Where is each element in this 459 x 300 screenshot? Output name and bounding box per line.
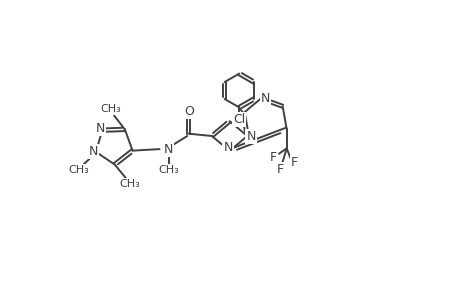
Text: F: F xyxy=(269,151,276,164)
Text: N: N xyxy=(164,142,173,156)
Text: CH₃: CH₃ xyxy=(68,165,89,175)
Text: F: F xyxy=(276,164,284,176)
Text: CH₃: CH₃ xyxy=(158,165,179,175)
Text: N: N xyxy=(246,130,255,142)
Text: CH₃: CH₃ xyxy=(101,104,121,114)
Text: N: N xyxy=(223,140,232,154)
Text: N: N xyxy=(89,146,98,158)
Text: CH₃: CH₃ xyxy=(119,179,140,189)
Text: O: O xyxy=(184,105,193,118)
Text: Cl: Cl xyxy=(233,113,245,126)
Text: N: N xyxy=(96,122,105,135)
Text: F: F xyxy=(290,156,297,169)
Text: N: N xyxy=(260,92,270,105)
